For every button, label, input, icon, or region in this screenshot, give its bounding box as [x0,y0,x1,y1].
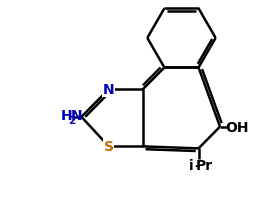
Text: -: - [194,158,199,172]
Text: N: N [70,108,82,122]
Text: S: S [104,140,114,154]
Text: i: i [189,158,194,172]
Text: OH: OH [225,120,249,134]
Text: N: N [103,83,115,97]
Text: Pr: Pr [196,158,213,172]
Text: 2: 2 [68,115,75,125]
Text: H: H [61,108,72,122]
